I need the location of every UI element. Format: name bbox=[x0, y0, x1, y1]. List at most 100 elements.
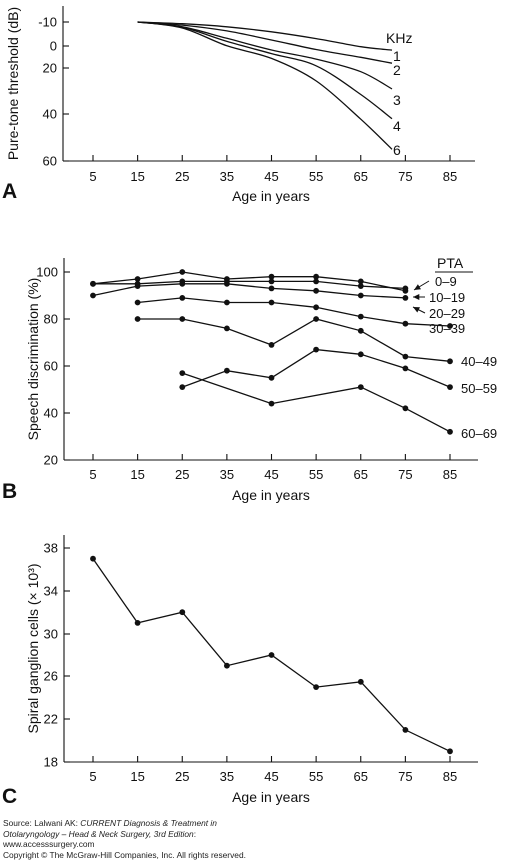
data-point-pta-0–9 bbox=[179, 269, 186, 275]
x-tick-label-a: 45 bbox=[264, 169, 278, 184]
y-axis-title-b: Speech discrimination (%) bbox=[25, 278, 41, 441]
series-line-pta-60–69 bbox=[182, 372, 451, 433]
source-url: www.accesssurgery.com bbox=[3, 839, 95, 850]
y-tick-label-b: 60 bbox=[44, 359, 58, 374]
x-tick-label-a: 55 bbox=[309, 169, 323, 184]
panel-letter-a: A bbox=[2, 180, 17, 203]
legend-title-a: KHz bbox=[386, 30, 412, 46]
data-point-ganglion bbox=[134, 620, 141, 626]
data-point-pta-40–49 bbox=[179, 316, 186, 322]
x-axis-title-b: Age in years bbox=[232, 487, 310, 503]
y-tick-label-a: -10 bbox=[38, 15, 57, 30]
data-point-pta-10–19 bbox=[357, 292, 364, 299]
y-tick-label-c: 26 bbox=[44, 669, 58, 684]
data-point-pta-0–9 bbox=[357, 278, 364, 285]
data-point-pta-10–19 bbox=[268, 285, 275, 292]
x-tick-label-c: 85 bbox=[443, 769, 457, 784]
panel-b-chart: 20 40 60 80 100 5 15 25 35 45 55 65 75 85 Age in years… bbox=[2, 255, 497, 503]
source-credit: Source: Lalwani AK: CURRENT Diagnosis & … bbox=[3, 818, 515, 860]
data-point-ganglion bbox=[357, 678, 364, 685]
data-point-pta-20–29 bbox=[313, 278, 319, 285]
source-copyright: Copyright © The McGraw-Hill Companies, I… bbox=[3, 849, 246, 860]
series-label-pta-50–59: 50–59 bbox=[461, 381, 497, 396]
x-tick-label-a: 35 bbox=[220, 169, 234, 184]
x-tick-label-c: 65 bbox=[354, 769, 368, 784]
x-tick-label-b: 75 bbox=[398, 467, 412, 482]
series-line-khz-4 bbox=[137, 21, 393, 120]
series-label-khz-6: 6 bbox=[393, 142, 401, 158]
data-point-pta-0–9 bbox=[134, 276, 141, 282]
data-point-pta-40–49 bbox=[447, 358, 453, 365]
y-tick-label-b: 80 bbox=[44, 312, 58, 327]
source-book-title-2: Otolaryngology – Head & Neck Surgery, 3r… bbox=[3, 828, 194, 839]
x-tick-label-a: 5 bbox=[89, 169, 96, 184]
data-point-pta-50–59 bbox=[402, 365, 409, 372]
data-point-pta-10–19 bbox=[313, 287, 319, 294]
series-label-khz-1: 1 bbox=[393, 48, 401, 64]
data-point-pta-20–29 bbox=[268, 278, 275, 285]
data-point-ganglion bbox=[179, 609, 186, 616]
x-tick-label-b: 45 bbox=[264, 467, 278, 482]
x-tick-label-b: 85 bbox=[443, 467, 457, 482]
data-point-pta-20–29 bbox=[90, 280, 96, 287]
data-point-pta-50–59 bbox=[268, 374, 275, 381]
series-label-pta-0–9: 0–9 bbox=[435, 274, 457, 289]
y-tick-label-c: 38 bbox=[44, 541, 58, 556]
data-point-pta-60–69 bbox=[268, 400, 275, 407]
data-point-pta-20–29 bbox=[357, 283, 364, 289]
series-line-pta-10–19 bbox=[92, 283, 406, 299]
series-line-pta-40–49 bbox=[137, 318, 451, 362]
x-tick-label-a: 25 bbox=[175, 169, 189, 184]
series-label-khz-2: 2 bbox=[393, 62, 401, 78]
x-tick-label-b: 5 bbox=[89, 467, 96, 482]
data-point-pta-50–59 bbox=[224, 367, 230, 374]
data-point-pta-50–59 bbox=[179, 384, 186, 390]
x-tick-label-c: 25 bbox=[175, 769, 189, 784]
data-point-pta-20–29 bbox=[179, 278, 186, 285]
data-point-pta-60–69 bbox=[402, 405, 409, 412]
x-tick-label-c: 15 bbox=[130, 769, 144, 784]
data-point-ganglion bbox=[90, 555, 96, 562]
x-tick-label-b: 15 bbox=[130, 467, 144, 482]
x-tick-label-c: 45 bbox=[264, 769, 278, 784]
data-point-pta-50–59 bbox=[357, 351, 364, 358]
data-point-pta-10–19 bbox=[90, 292, 96, 299]
data-point-pta-40–49 bbox=[224, 325, 230, 332]
y-tick-label-c: 18 bbox=[44, 755, 58, 770]
data-point-pta-10–19 bbox=[402, 295, 409, 301]
x-axis-title-a: Age in years bbox=[232, 188, 310, 204]
data-point-pta-20–29 bbox=[402, 285, 409, 292]
series-line-pta-20–29 bbox=[93, 280, 406, 290]
x-tick-label-b: 55 bbox=[309, 467, 323, 482]
series-label-arrowhead bbox=[414, 284, 421, 290]
y-tick-label-c: 34 bbox=[44, 584, 58, 599]
data-point-ganglion bbox=[447, 748, 453, 755]
data-point-pta-60–69 bbox=[357, 384, 364, 390]
data-point-pta-0–9 bbox=[313, 273, 319, 280]
data-point-pta-30–39 bbox=[179, 295, 186, 301]
data-point-pta-20–29 bbox=[224, 278, 230, 285]
x-tick-label-c: 35 bbox=[220, 769, 234, 784]
data-point-pta-30–39 bbox=[402, 320, 409, 327]
data-point-ganglion bbox=[313, 684, 319, 690]
series-line-khz-6 bbox=[137, 21, 393, 150]
series-label-pta-40–49: 40–49 bbox=[461, 354, 497, 369]
data-point-pta-50–59 bbox=[313, 346, 319, 353]
panel-letter-c: C bbox=[2, 785, 17, 808]
series-label-pta-20–29: 20–29 bbox=[429, 306, 465, 321]
y-tick-label-b: 100 bbox=[36, 265, 58, 280]
source-line-2: Otolaryngology – Head & Neck Surgery, 3r… bbox=[3, 829, 515, 840]
y-tick-label-a: 0 bbox=[50, 39, 57, 54]
y-tick-label-a: 60 bbox=[43, 154, 57, 169]
x-tick-label-c: 55 bbox=[309, 769, 323, 784]
legend-title-b: PTA bbox=[437, 255, 464, 271]
source-book-title-1: CURRENT Diagnosis & Treatment in bbox=[80, 818, 217, 828]
series-line-pta-0–9 bbox=[92, 271, 406, 292]
series-label-arrowhead bbox=[413, 294, 420, 300]
y-tick-label-b: 20 bbox=[44, 453, 58, 468]
x-axis-title-c: Age in years bbox=[232, 789, 310, 805]
data-point-pta-20–29 bbox=[134, 280, 141, 287]
series-label-khz-3: 3 bbox=[393, 92, 401, 108]
data-point-pta-60–69 bbox=[447, 428, 453, 435]
y-axis-title-a: Pure-tone threshold (dB) bbox=[5, 7, 21, 160]
